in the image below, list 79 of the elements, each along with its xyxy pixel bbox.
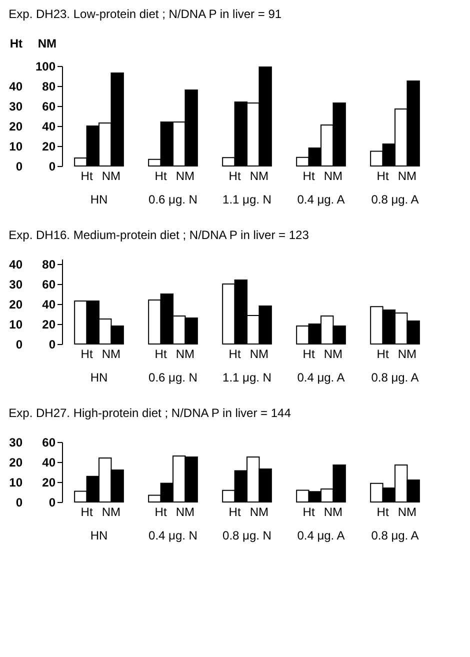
x-tick-label: 0.8 μg. A (371, 192, 419, 206)
text: NM (176, 505, 195, 519)
text: Ht (376, 347, 389, 361)
x-tick-label: HN (90, 528, 108, 542)
y-tick-label: 0 (48, 338, 56, 352)
text: Ht (154, 169, 167, 183)
text: NM (398, 169, 417, 183)
y2-tick-label: 20 (9, 456, 23, 470)
y2-tick-label: 30 (9, 100, 23, 114)
text: Ht (228, 169, 241, 183)
y2-axis-title: Ht (10, 36, 22, 50)
text: NM (250, 347, 269, 361)
text: NM (176, 347, 195, 361)
x-tick-label: 1.1 μg. N (222, 192, 272, 206)
text: Ht (376, 505, 389, 519)
y-tick-label: 80 (42, 80, 56, 94)
text: Ht (228, 347, 241, 361)
y-tick-label: 40 (42, 120, 56, 134)
text: Ht (302, 347, 315, 361)
x-tick-label: 0.4 μg. A (297, 528, 345, 542)
chart-title: Exp. DH16. Medium-protein diet ; N/DNA P in liver = 123 (8, 228, 310, 242)
x-tick-label: HN (90, 370, 108, 384)
y-tick-label: 0 (48, 496, 56, 510)
y-tick-label: 20 (42, 476, 56, 490)
text: NM (324, 505, 343, 519)
y-tick-label: 0 (48, 160, 56, 174)
text: NM (250, 505, 269, 519)
y2-tick-label: 20 (9, 298, 23, 312)
series-label: Ht (80, 347, 94, 361)
x-tick-label: 0.4 μg. N (148, 528, 198, 542)
text: NM (398, 505, 417, 519)
y-tick-label: 40 (42, 456, 56, 470)
chart-title: Exp. DH23. Low-protein diet ; N/DNA P in liver = 91 (8, 7, 282, 21)
y-tick-label: 60 (42, 436, 56, 450)
y-tick-label: 20 (42, 318, 56, 332)
y2-tick-label: 0 (16, 496, 23, 510)
y-tick-label: 40 (42, 298, 56, 312)
text: NM (250, 169, 269, 183)
y2-tick-label: 0 (16, 160, 23, 174)
text: Ht (302, 505, 315, 519)
x-tick-label: 0.8 μg. N (222, 528, 272, 542)
series-label: NM (102, 169, 121, 183)
y-tick-label: 60 (42, 100, 56, 114)
text: NM (324, 169, 343, 183)
text: Ht (302, 169, 315, 183)
x-tick-label: HN (90, 192, 108, 206)
y2-tick-label: 30 (9, 436, 23, 450)
y-axis-title: NM (38, 36, 56, 50)
series-label: NM (102, 505, 121, 519)
text: Ht (154, 505, 167, 519)
text: Ht (376, 169, 389, 183)
text: NM (398, 347, 417, 361)
x-tick-label: 0.4 μg. A (297, 192, 345, 206)
y2-tick-label: 10 (9, 476, 23, 490)
y-tick-label: 80 (42, 258, 56, 272)
x-tick-label: 1.1 μg. N (222, 370, 272, 384)
text: NM (176, 169, 195, 183)
y2-tick-label: 10 (9, 140, 23, 154)
y-tick-label: 20 (42, 140, 56, 154)
series-label: Ht (80, 169, 94, 183)
series-label: Ht (80, 505, 94, 519)
y2-tick-label: 10 (9, 318, 23, 332)
text: Ht (228, 505, 241, 519)
x-tick-label: 0.4 μg. A (297, 370, 345, 384)
text: Ht (154, 347, 167, 361)
x-tick-label: 0.6 μg. N (148, 370, 198, 384)
x-tick-label: 0.8 μg. A (371, 370, 419, 384)
x-tick-label: 0.6 μg. N (148, 192, 198, 206)
chart-title: Exp. DH27. High-protein diet ; N/DNA P in liver = 144 (8, 406, 292, 420)
y2-tick-label: 40 (9, 80, 23, 94)
x-tick-label: 0.8 μg. A (371, 528, 419, 542)
y-tick-label: 60 (42, 278, 56, 292)
y2-tick-label: 0 (16, 338, 23, 352)
series-label: NM (102, 347, 121, 361)
y2-tick-label: 40 (9, 258, 23, 272)
y2-tick-label: 20 (9, 120, 23, 134)
y2-tick-label: 30 (9, 278, 23, 292)
y-tick-label: 100 (35, 60, 56, 74)
text: NM (324, 347, 343, 361)
